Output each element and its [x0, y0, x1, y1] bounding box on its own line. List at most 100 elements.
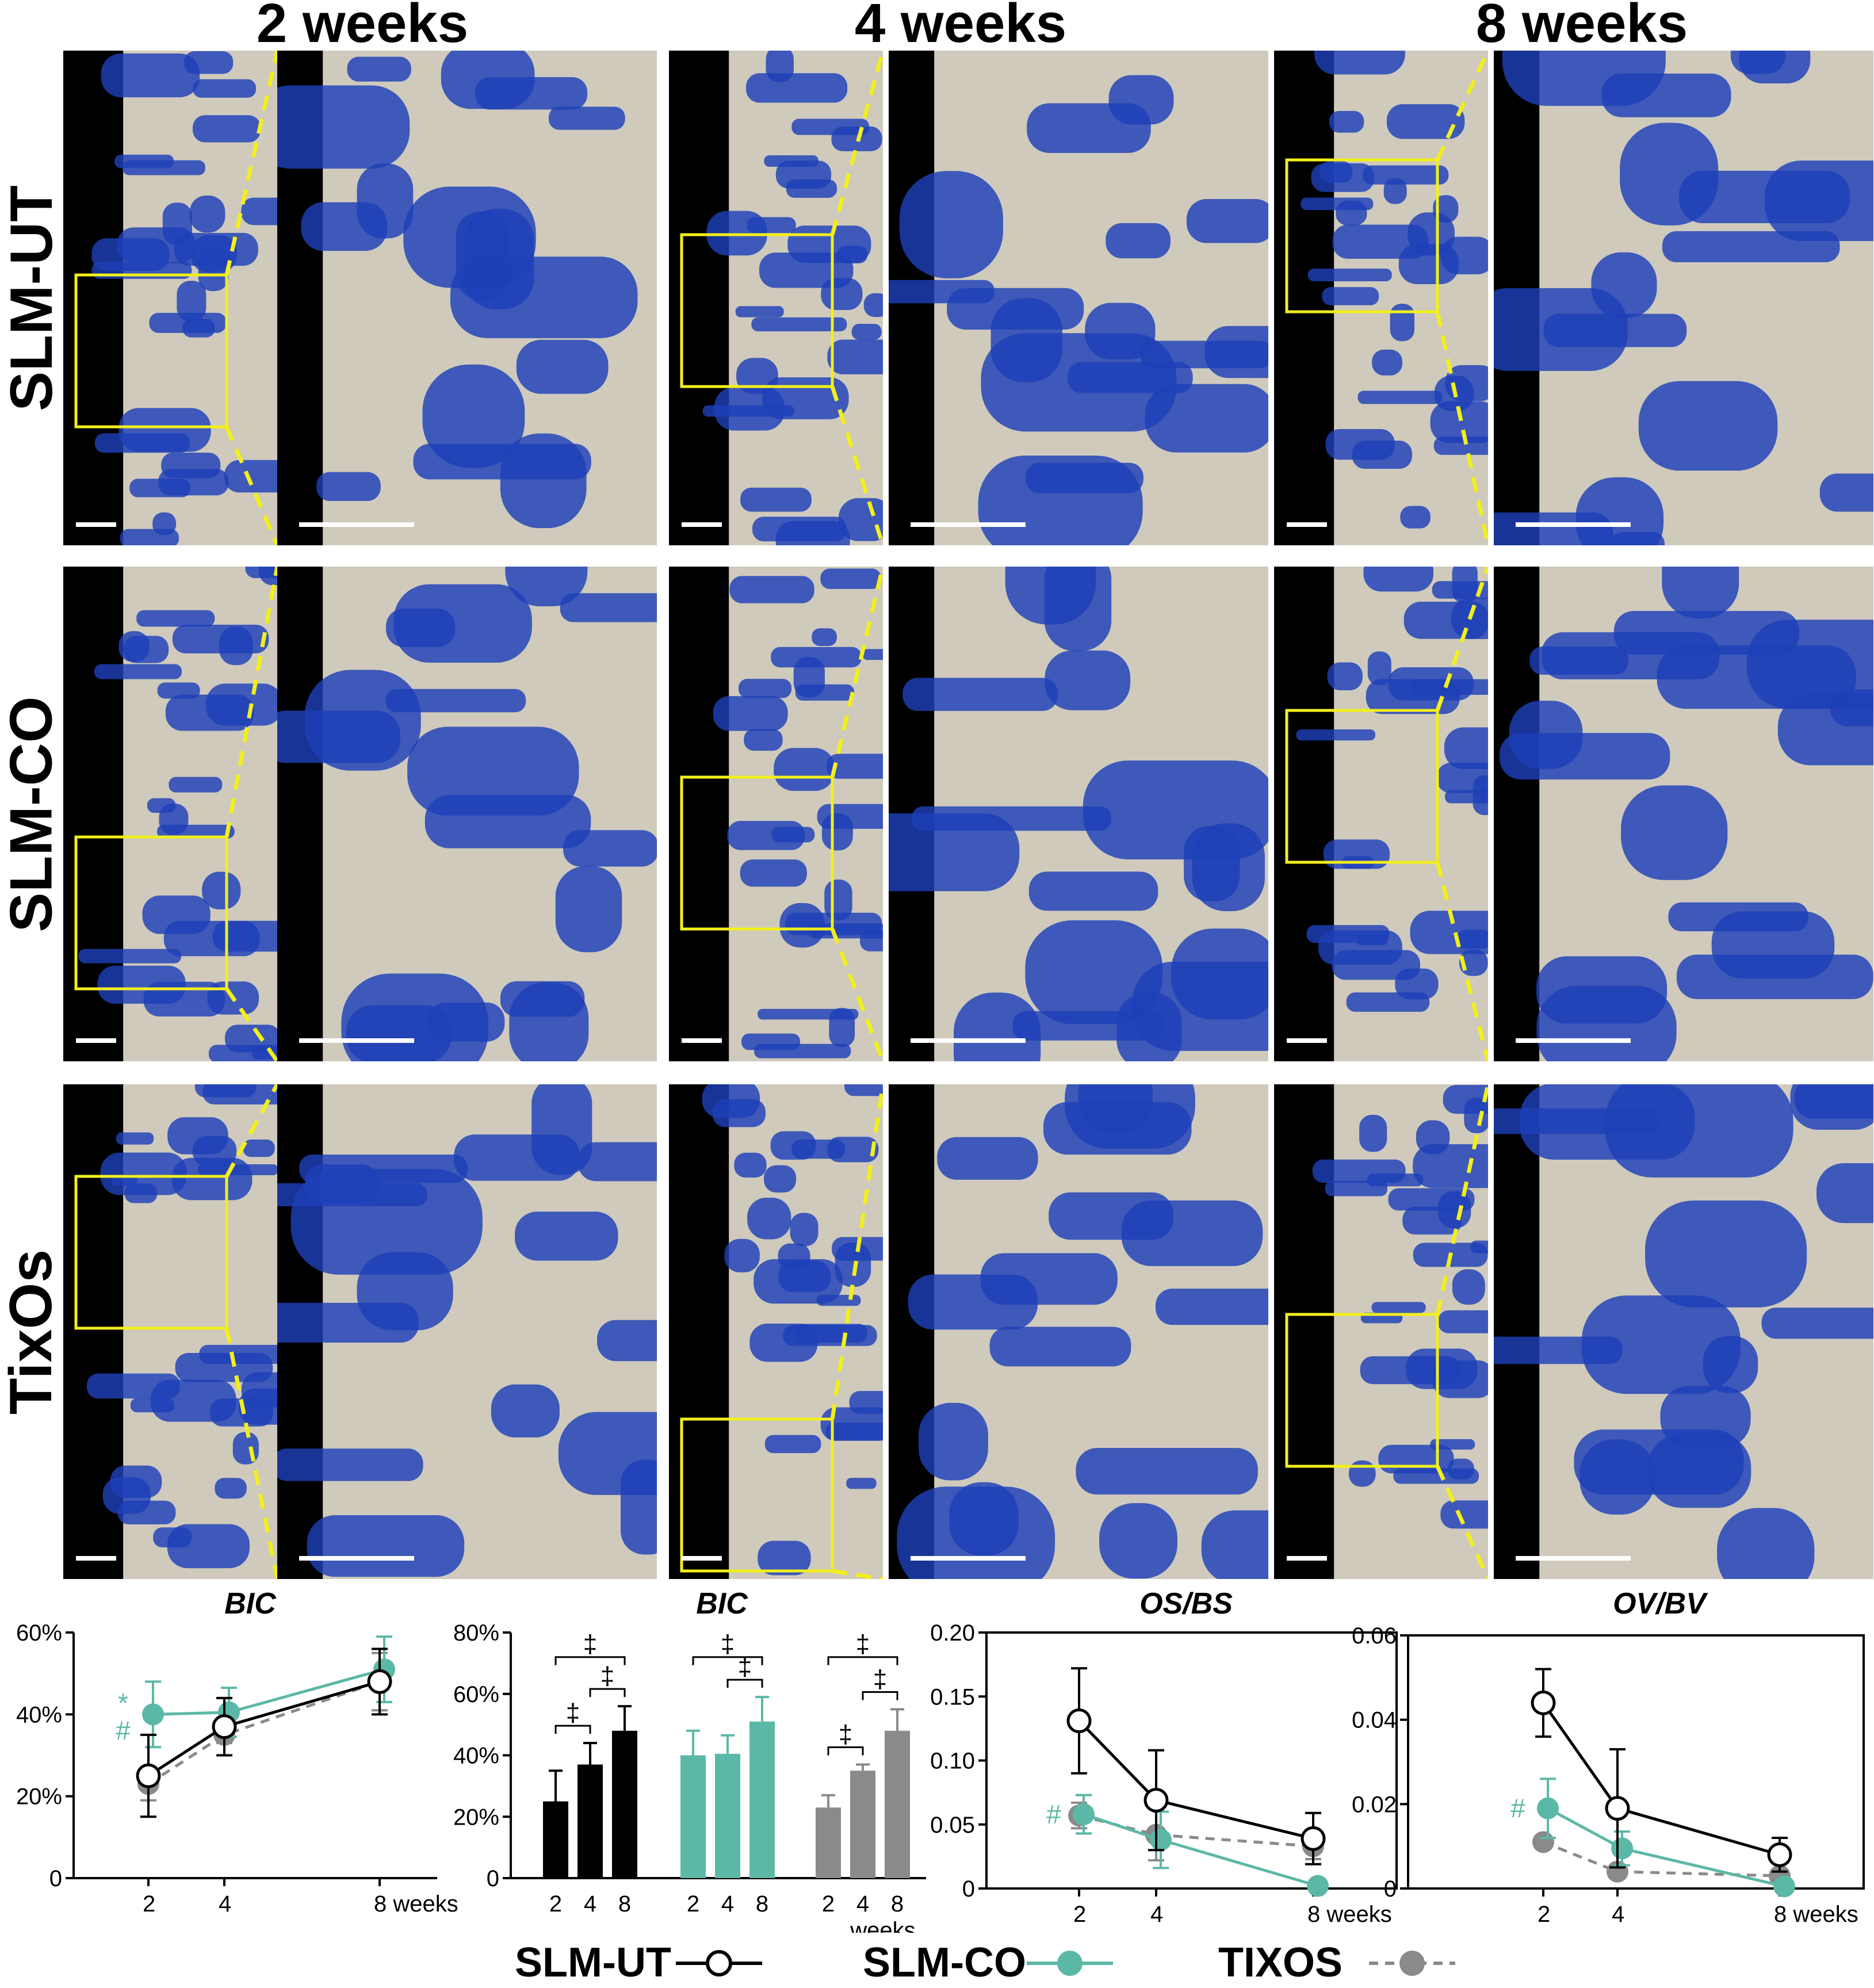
legend-label-tixos: TIXOS	[1218, 1940, 1343, 1986]
chart3-y-tick-label: 0.20	[930, 1620, 975, 1646]
chart4-point-tixos	[1532, 1831, 1554, 1853]
chart2-significance-mark: ‡	[583, 1630, 597, 1658]
chart2-significance-bracket	[827, 1656, 898, 1665]
chart1-annotation-star: *	[118, 1688, 128, 1718]
histology-zoom-slm-co-2-weeks	[277, 567, 657, 1061]
chart3-x-tick-label: 2	[1073, 1902, 1086, 1927]
column-header-4-weeks: 4 weeks	[854, 0, 1067, 54]
chart4-point-slm-co	[1537, 1797, 1559, 1819]
chart3-y-tick-label: 0	[962, 1876, 975, 1902]
chart2-significance-mark: ‡	[721, 1630, 735, 1658]
chart4-title: OV/BV	[1613, 1587, 1708, 1620]
chart4-y-tick-label: 0.06	[1352, 1623, 1397, 1649]
histology-overview-slm-co-8-weeks	[1274, 567, 1488, 1061]
histology-zoom-slm-ut-2-weeks	[277, 51, 657, 545]
column-header-8-weeks: 8 weeks	[1475, 0, 1688, 54]
chart1-point-slm-ut	[136, 1763, 161, 1788]
chart2-title: BIC	[696, 1587, 748, 1620]
legend-label-slm-co: SLM-CO	[863, 1940, 1026, 1986]
legend-marker-slm-ut	[676, 1950, 762, 1976]
histology-overview-slm-ut-4-weeks	[669, 51, 883, 545]
histology-overview-slm-ut-8-weeks	[1274, 51, 1488, 545]
chart1-title: BIC	[224, 1587, 277, 1620]
chart2-x-tick-label: 4	[584, 1891, 596, 1917]
chart1-line-slm-co	[152, 1668, 385, 1716]
chart3-annotation-hash: #	[1046, 1799, 1061, 1829]
chart1-line-tixos	[147, 1680, 380, 1786]
row-label-slm-co: SLM-CO	[0, 695, 65, 932]
chart2-bar-tixos	[850, 1771, 875, 1878]
chart2-bar-slm-co	[715, 1753, 740, 1878]
chart1-point-slm-ut	[367, 1669, 392, 1694]
chart2-y-tick-label: 60%	[453, 1682, 499, 1707]
chart3-line-tixos	[1078, 1814, 1314, 1848]
chart2-significance-mark: ‡	[839, 1721, 852, 1749]
chart4-y-tick-label: 0.04	[1352, 1708, 1397, 1733]
legend: SLM-UT SLM-CO TIXOS	[0, 1937, 1874, 1988]
chart4-frame	[1407, 1634, 1865, 1890]
chart2-significance-bracket	[726, 1679, 763, 1688]
chart2-bar-tixos	[816, 1807, 841, 1878]
histology-overview-tixos-4-weeks	[669, 1084, 883, 1579]
chart4-point-slm-ut	[1605, 1796, 1630, 1821]
row-label-slm-ut: SLM-UT	[0, 185, 65, 411]
chart1-point-slm-ut	[212, 1714, 237, 1740]
chart2-significance-mark: ‡	[566, 1699, 580, 1727]
chart3-title: OS/BS	[1139, 1587, 1233, 1620]
chart2-significance-bracket	[554, 1656, 626, 1665]
histology-overview-tixos-8-weeks	[1274, 1084, 1488, 1579]
histology-overview-slm-co-4-weeks	[669, 567, 883, 1061]
chart2-x-tick-label: 4	[721, 1891, 734, 1917]
histology-zoom-tixos-2-weeks	[277, 1084, 657, 1579]
chart4-x-tick-label: 2	[1538, 1902, 1550, 1927]
chart2-x-tick-label: 8	[891, 1891, 904, 1917]
chart2-significance-bracket	[589, 1688, 626, 1698]
chart4-point-slm-co	[1611, 1837, 1633, 1860]
chart4-x-tick-label: 8 weeks	[1774, 1902, 1858, 1927]
chart1-y-tick-label: 0	[49, 1866, 62, 1891]
legend-marker-tixos	[1369, 1951, 1455, 1976]
row-label-tixos: TixOs	[0, 1249, 65, 1414]
histology-zoom-slm-co-4-weeks	[889, 567, 1268, 1061]
chart1-y-tick-label: 60%	[16, 1620, 62, 1646]
chart1-x-tick-label: 2	[143, 1891, 155, 1917]
legend-label-slm-ut: SLM-UT	[515, 1940, 671, 1986]
chart1-x-tick-label: 4	[219, 1891, 231, 1917]
chart2-x-tick-label: 2	[822, 1891, 835, 1917]
column-header-2-weeks: 2 weeks	[256, 0, 469, 54]
chart2-x-tick-label: 8	[756, 1891, 768, 1917]
chart2-bar-slm-ut	[578, 1764, 603, 1878]
legend-marker-slm-co	[1027, 1951, 1113, 1976]
histology-overview-slm-ut-2-weeks	[63, 51, 277, 545]
chart4-x-tick-label: 4	[1612, 1902, 1624, 1927]
chart1-y-tick-label: 40%	[16, 1702, 62, 1727]
chart2-x-tick-label: 2	[549, 1891, 562, 1917]
chart3-line-slm-co	[1083, 1813, 1318, 1887]
chart2-x-tick-label: 4	[856, 1891, 869, 1917]
histology-zoom-slm-co-8-weeks	[1494, 567, 1873, 1061]
chart2-bar-slm-co	[680, 1755, 706, 1878]
chart2-y-tick-label: 80%	[453, 1620, 499, 1646]
chart2-significance-bracket	[827, 1746, 864, 1756]
histology-zoom-tixos-8-weeks	[1494, 1084, 1873, 1579]
chart2-significance-bracket	[554, 1725, 591, 1734]
chart2-y-tick-label: 40%	[453, 1744, 499, 1769]
chart1-x-tick-label: 8 weeks	[374, 1891, 458, 1917]
chart1-y-tick-label: 20%	[16, 1784, 62, 1810]
chart3-point-slm-ut	[1301, 1826, 1326, 1851]
chart2-significance-mark: ‡	[601, 1662, 614, 1690]
chart2-significance-mark: ‡	[856, 1630, 870, 1658]
chart1-annotation-hash: #	[116, 1715, 131, 1745]
chart2-x-label: weeks	[850, 1918, 915, 1933]
chart2-x-tick-label: 2	[687, 1891, 699, 1917]
chart4-line-slm-ut	[1542, 1702, 1780, 1856]
chart3-point-slm-co	[1307, 1875, 1329, 1897]
chart2-y-tick-label: 20%	[453, 1805, 499, 1830]
chart2-bar-slm-co	[749, 1721, 775, 1878]
chart2-significance-bracket	[692, 1656, 763, 1665]
chart3-y-tick-label: 0.15	[930, 1684, 975, 1710]
chart2-x-tick-label: 8	[618, 1891, 631, 1917]
chart3-line-slm-ut	[1078, 1719, 1314, 1840]
chart4-point-slm-co	[1773, 1875, 1795, 1898]
